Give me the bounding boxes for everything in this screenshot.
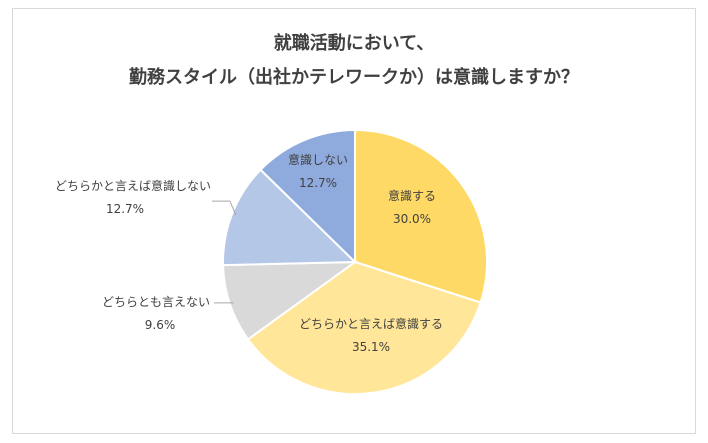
slice-value-label: 35.1% (352, 340, 390, 354)
pie-slice (259, 128, 356, 265)
slice-label: どちらかと言えば意識する (299, 316, 443, 331)
chart-title-line-2: 勤務スタイル（出社かテレワークか）は意識しますか？ (129, 67, 579, 88)
slice-label: どちらかと言えば意識しない (55, 178, 211, 193)
slice-label: 意識する (388, 188, 436, 203)
chart-title-line-1: 就職活動において、 (273, 33, 435, 54)
slice-label: どちらとも言えない (102, 295, 210, 309)
pie-slice (246, 260, 482, 395)
leader-line (212, 200, 237, 216)
slice-value-label: 12.7% (106, 202, 144, 216)
slice-value-label: 9.6% (145, 318, 176, 332)
slice-value-label: 12.7% (299, 176, 337, 190)
pie-slice (222, 168, 358, 267)
pie-slice (222, 260, 359, 341)
slice-value-label: 30.0% (393, 212, 431, 226)
chart-title: 就職活動において、 勤務スタイル（出社かテレワークか）は意識しますか？ (13, 27, 695, 95)
slice-label: 意識しない (288, 152, 348, 167)
pie-slice (354, 128, 488, 304)
